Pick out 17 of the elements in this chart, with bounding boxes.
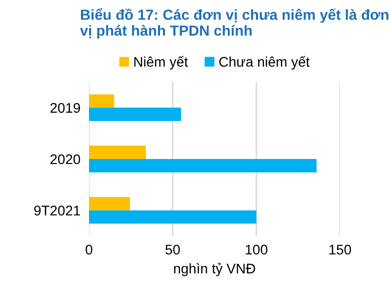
- y-tick-label: 2020: [50, 154, 80, 164]
- y-tick-label: 9T2021: [34, 206, 80, 216]
- x-tick-label: 0: [86, 244, 92, 255]
- bar: [89, 146, 146, 159]
- bar: [89, 210, 256, 224]
- legend-label: Chưa niêm yết: [219, 56, 310, 70]
- x-tick-label: 100: [246, 244, 268, 255]
- chart-title: Biểu đồ 17: Các đơn vị chưa niêm yết là đơn vị phát hành TPDN chính: [80, 8, 388, 39]
- x-tick-label: 50: [166, 244, 180, 255]
- x-axis-title: nghìn tỷ VNĐ: [174, 262, 256, 276]
- bar: [89, 108, 182, 122]
- x-tick-label: 150: [329, 244, 352, 255]
- bar: [89, 196, 130, 210]
- bar: [89, 94, 114, 108]
- y-tick-label: 2019: [50, 103, 80, 113]
- legend-label: Niêm yết: [134, 56, 188, 70]
- bar: [89, 159, 317, 172]
